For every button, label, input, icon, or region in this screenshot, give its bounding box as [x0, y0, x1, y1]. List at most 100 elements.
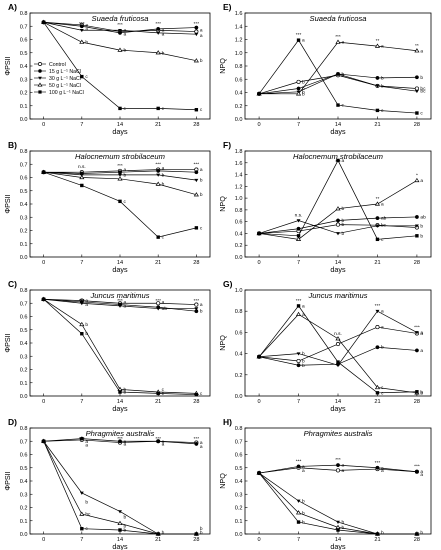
data-point	[257, 92, 261, 96]
data-point	[156, 168, 161, 173]
letter-annotation: b	[124, 390, 127, 396]
y-tick-label: 0.1	[20, 381, 28, 387]
data-point	[155, 50, 161, 55]
letter-annotation: b	[162, 172, 165, 178]
significance-label: ***	[335, 159, 341, 165]
data-point	[335, 336, 341, 341]
y-axis-label: NPQ	[218, 58, 227, 74]
y-tick-label: 0.4	[235, 352, 243, 358]
letter-annotation: c	[85, 527, 88, 532]
data-point	[414, 224, 419, 228]
letter-annotation: a	[302, 469, 305, 474]
letter-annotation: b	[342, 520, 345, 526]
data-point	[193, 58, 199, 63]
x-axis-label: days	[330, 265, 346, 274]
letter-annotation: b	[85, 331, 88, 337]
letter-annotation: c	[124, 200, 127, 205]
legend-label: Control	[49, 62, 66, 68]
letter-annotation: b	[342, 222, 345, 228]
letter-annotation: a	[124, 300, 127, 305]
letter-annotation: b	[200, 58, 203, 64]
data-point	[375, 391, 380, 395]
legend-marker	[38, 69, 42, 73]
y-axis-label: NPQ	[218, 335, 227, 351]
significance-label: ***	[117, 436, 123, 442]
letter-annotation: b	[302, 86, 305, 92]
data-point	[414, 215, 419, 219]
significance-label: ***	[375, 303, 381, 309]
letter-annotation: c	[381, 386, 384, 391]
data-point	[296, 86, 301, 91]
data-point	[296, 499, 301, 503]
y-axis-label: NPQ	[218, 196, 227, 212]
data-point	[296, 352, 301, 356]
letter-annotation: b	[381, 530, 384, 536]
x-tick-label: 28	[193, 399, 199, 405]
y-tick-label: 0.4	[235, 231, 243, 237]
letter-annotation: a	[85, 303, 88, 308]
y-tick-label: 0.8	[235, 309, 243, 315]
y-tick-label: 0.3	[20, 77, 28, 83]
chart-panel-e: E) Suaeda fruticosa 0.0 0.2 0.4 0.6 0.8 1.0 1.2 1…	[218, 2, 432, 136]
letter-annotation: c	[200, 392, 203, 397]
letter-annotation: c	[162, 388, 165, 393]
series-line	[43, 441, 197, 535]
data-point	[156, 532, 160, 536]
significance-label: **	[415, 43, 419, 49]
x-tick-label: 21	[155, 537, 161, 543]
letter-annotation: b	[162, 530, 165, 536]
y-axis-label: NPQ	[218, 473, 227, 489]
letter-annotation: b	[302, 91, 305, 97]
letter-annotation: a	[162, 440, 165, 445]
y-tick-label: 0.6	[235, 220, 243, 226]
x-tick-label: 14	[117, 399, 123, 405]
data-point	[156, 31, 161, 35]
data-point	[80, 74, 84, 79]
letter-annotation: a	[381, 466, 384, 471]
y-tick-label: 1.0	[235, 51, 243, 57]
y-tick-label: 0.3	[235, 492, 243, 498]
x-tick-label: 7	[80, 399, 83, 405]
letter-annotation: a	[124, 33, 127, 38]
data-point	[295, 91, 302, 96]
x-tick-label: 7	[297, 537, 300, 543]
y-tick-label: 0.5	[20, 328, 28, 334]
y-tick-label: 0.8	[20, 149, 28, 155]
letter-annotation: c	[420, 112, 423, 117]
x-tick-label: 14	[335, 399, 341, 405]
y-tick-label: 0.0	[20, 255, 28, 261]
data-point	[79, 491, 84, 495]
series-line	[43, 441, 197, 535]
data-point	[118, 199, 122, 204]
data-point	[118, 28, 122, 33]
x-tick-label: 7	[297, 122, 300, 128]
data-point	[118, 528, 122, 532]
y-tick-label: 1.4	[235, 173, 243, 179]
y-axis-label: ΦPSII	[3, 194, 12, 213]
letter-annotation: b	[420, 75, 423, 81]
data-point	[156, 26, 161, 31]
legend-marker	[38, 90, 42, 94]
legend-label: 30 g L⁻¹ NaCl	[49, 76, 81, 82]
y-tick-label: 0.2	[235, 243, 243, 249]
x-tick-label: 7	[80, 260, 83, 266]
letter-annotation: a	[302, 39, 305, 44]
letter-annotation: b	[200, 526, 203, 532]
x-axis-label: days	[112, 542, 128, 550]
series-line	[43, 441, 197, 535]
data-point	[79, 24, 84, 29]
panel-title: Juncus maritimus	[307, 291, 367, 300]
letter-annotation: c	[200, 226, 203, 231]
data-point	[156, 173, 161, 177]
data-point	[375, 84, 380, 88]
chart-panel-g: G) Juncus maritimus 0.0 0.2 0.4 0.6 0.8 1.0 0 7 14…	[218, 279, 432, 413]
data-point	[335, 39, 341, 44]
data-point	[118, 304, 122, 308]
letter-annotation: a	[420, 49, 423, 54]
x-tick-label: 14	[117, 537, 123, 543]
series-line	[259, 159, 417, 240]
legend-marker	[38, 62, 42, 66]
significance-label: ***	[194, 298, 200, 304]
data-point	[118, 390, 122, 394]
x-tick-label: 0	[42, 122, 45, 128]
